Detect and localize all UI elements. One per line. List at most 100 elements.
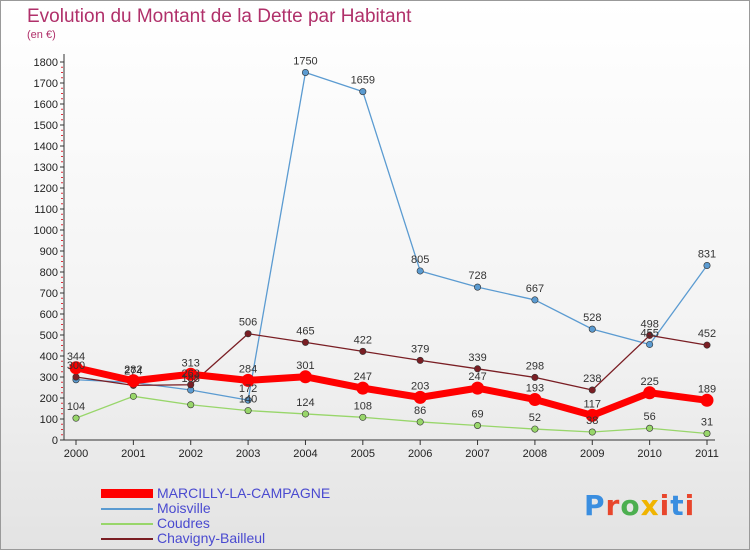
legend-swatch (101, 489, 153, 498)
data-point-marcilly-la-campagne (585, 408, 599, 422)
data-point-chavigny-bailleul (588, 386, 596, 394)
data-point-coudres (187, 401, 195, 409)
data-point-moisville (588, 325, 596, 333)
y-tick-label: 100 (40, 414, 58, 426)
data-point-coudres (703, 429, 711, 437)
legend-swatch (101, 537, 153, 540)
data-label-chavigny-bailleul: 339 (468, 352, 486, 364)
legend-item-chavigny-bailleul: Chavigny-Bailleul (101, 531, 330, 546)
legend-label: Chavigny-Bailleul (157, 530, 266, 546)
x-tick-label: 2004 (293, 448, 317, 460)
data-point-moisville (531, 296, 539, 304)
data-point-marcilly-la-campagne (356, 381, 370, 395)
x-tick-label: 2001 (121, 448, 145, 460)
data-label-chavigny-bailleul: 238 (583, 373, 601, 385)
data-label-coudres: 86 (414, 405, 426, 417)
data-point-coudres (359, 413, 367, 421)
x-tick-label: 2011 (695, 448, 719, 460)
data-label-moisville: 1750 (293, 56, 317, 68)
logo-letter: P (584, 489, 606, 522)
legend-label: MARCILLY-LA-CAMPAGNE (157, 485, 331, 501)
x-tick-label: 2006 (408, 448, 432, 460)
x-tick-label: 2002 (178, 448, 202, 460)
data-point-chavigny-bailleul (416, 356, 424, 364)
data-label-moisville: 805 (411, 254, 429, 266)
x-tick-label: 2007 (465, 448, 489, 460)
data-point-coudres (72, 414, 80, 422)
data-point-marcilly-la-campagne (69, 361, 83, 375)
data-point-chavigny-bailleul (531, 373, 539, 381)
data-label-marcilly-la-campagne: 225 (640, 376, 658, 388)
y-tick-label: 200 (40, 393, 58, 405)
y-tick-label: 900 (40, 246, 58, 258)
data-label-chavigny-bailleul: 300 (67, 360, 85, 372)
data-label-marcilly-la-campagne: 284 (239, 363, 257, 375)
logo-letter: t (670, 489, 685, 522)
data-point-moisville (301, 69, 309, 77)
data-label-marcilly-la-campagne: 313 (182, 357, 200, 369)
data-label-chavigny-bailleul: 465 (296, 325, 314, 337)
y-tick-label: 1200 (34, 183, 58, 195)
x-tick-label: 2009 (580, 448, 604, 460)
y-tick-label: 1600 (34, 99, 58, 111)
y-tick-label: 1300 (34, 162, 58, 174)
legend-label: Moisville (157, 500, 211, 516)
data-label-marcilly-la-campagne: 247 (468, 371, 486, 383)
data-label-coudres: 52 (529, 412, 541, 424)
data-label-moisville: 188 (182, 373, 200, 385)
logo-letter: x (640, 489, 660, 522)
data-label-coudres: 104 (67, 401, 85, 413)
data-point-coudres (129, 392, 137, 400)
data-point-marcilly-la-campagne (184, 367, 198, 381)
data-label-coudres: 31 (701, 416, 713, 428)
data-label-marcilly-la-campagne: 344 (67, 351, 85, 363)
data-point-marcilly-la-campagne (700, 393, 714, 407)
data-label-chavigny-bailleul: 452 (698, 328, 716, 340)
data-point-moisville (646, 340, 654, 348)
data-point-chavigny-bailleul (244, 330, 252, 338)
data-point-chavigny-bailleul (187, 381, 195, 389)
logo-letter: i (684, 489, 696, 522)
data-point-chavigny-bailleul (474, 365, 482, 373)
y-tick-label: 1000 (34, 225, 58, 237)
x-tick-label: 2010 (637, 448, 661, 460)
data-label-moisville: 528 (583, 312, 601, 324)
data-point-moisville (474, 283, 482, 291)
y-tick-label: 1100 (34, 204, 58, 216)
data-point-coudres (474, 422, 482, 430)
data-point-marcilly-la-campagne (241, 373, 255, 387)
x-tick-label: 2005 (351, 448, 375, 460)
data-label-chavigny-bailleul: 298 (526, 360, 544, 372)
data-point-moisville (359, 88, 367, 96)
data-label-coudres: 124 (296, 397, 314, 409)
data-label-chavigny-bailleul: 263 (182, 368, 200, 380)
logo-letter: r (605, 489, 621, 522)
legend-swatch (101, 507, 153, 510)
data-point-moisville (703, 261, 711, 269)
data-point-coudres (416, 418, 424, 426)
data-point-coudres (244, 407, 252, 415)
chart-legend: MARCILLY-LA-CAMPAGNE Moisville Coudres Chav… (101, 486, 330, 546)
data-label-moisville: 274 (124, 365, 142, 377)
legend-item-marcilly-la-campagne: MARCILLY-LA-CAMPAGNE (101, 486, 330, 501)
legend-item-moisville: Moisville (101, 501, 330, 516)
data-label-coudres: 140 (239, 394, 257, 406)
series-line-chavigny-bailleul (75, 333, 708, 391)
data-point-coudres (588, 428, 596, 436)
series-line-coudres (75, 395, 708, 435)
data-label-marcilly-la-campagne: 193 (526, 382, 544, 394)
y-tick-label: 1400 (34, 141, 58, 153)
y-tick-label: 500 (40, 330, 58, 342)
y-tick-label: 300 (40, 372, 58, 384)
legend-label: Coudres (157, 515, 210, 531)
data-point-moisville (416, 267, 424, 275)
data-point-marcilly-la-campagne (643, 386, 657, 400)
data-point-marcilly-la-campagne (298, 370, 312, 384)
data-point-marcilly-la-campagne (528, 392, 542, 406)
y-tick-label: 1500 (34, 120, 58, 132)
data-label-coudres: 38 (586, 415, 598, 427)
data-point-chavigny-bailleul (301, 338, 309, 346)
y-tick-label: 1700 (34, 78, 58, 90)
